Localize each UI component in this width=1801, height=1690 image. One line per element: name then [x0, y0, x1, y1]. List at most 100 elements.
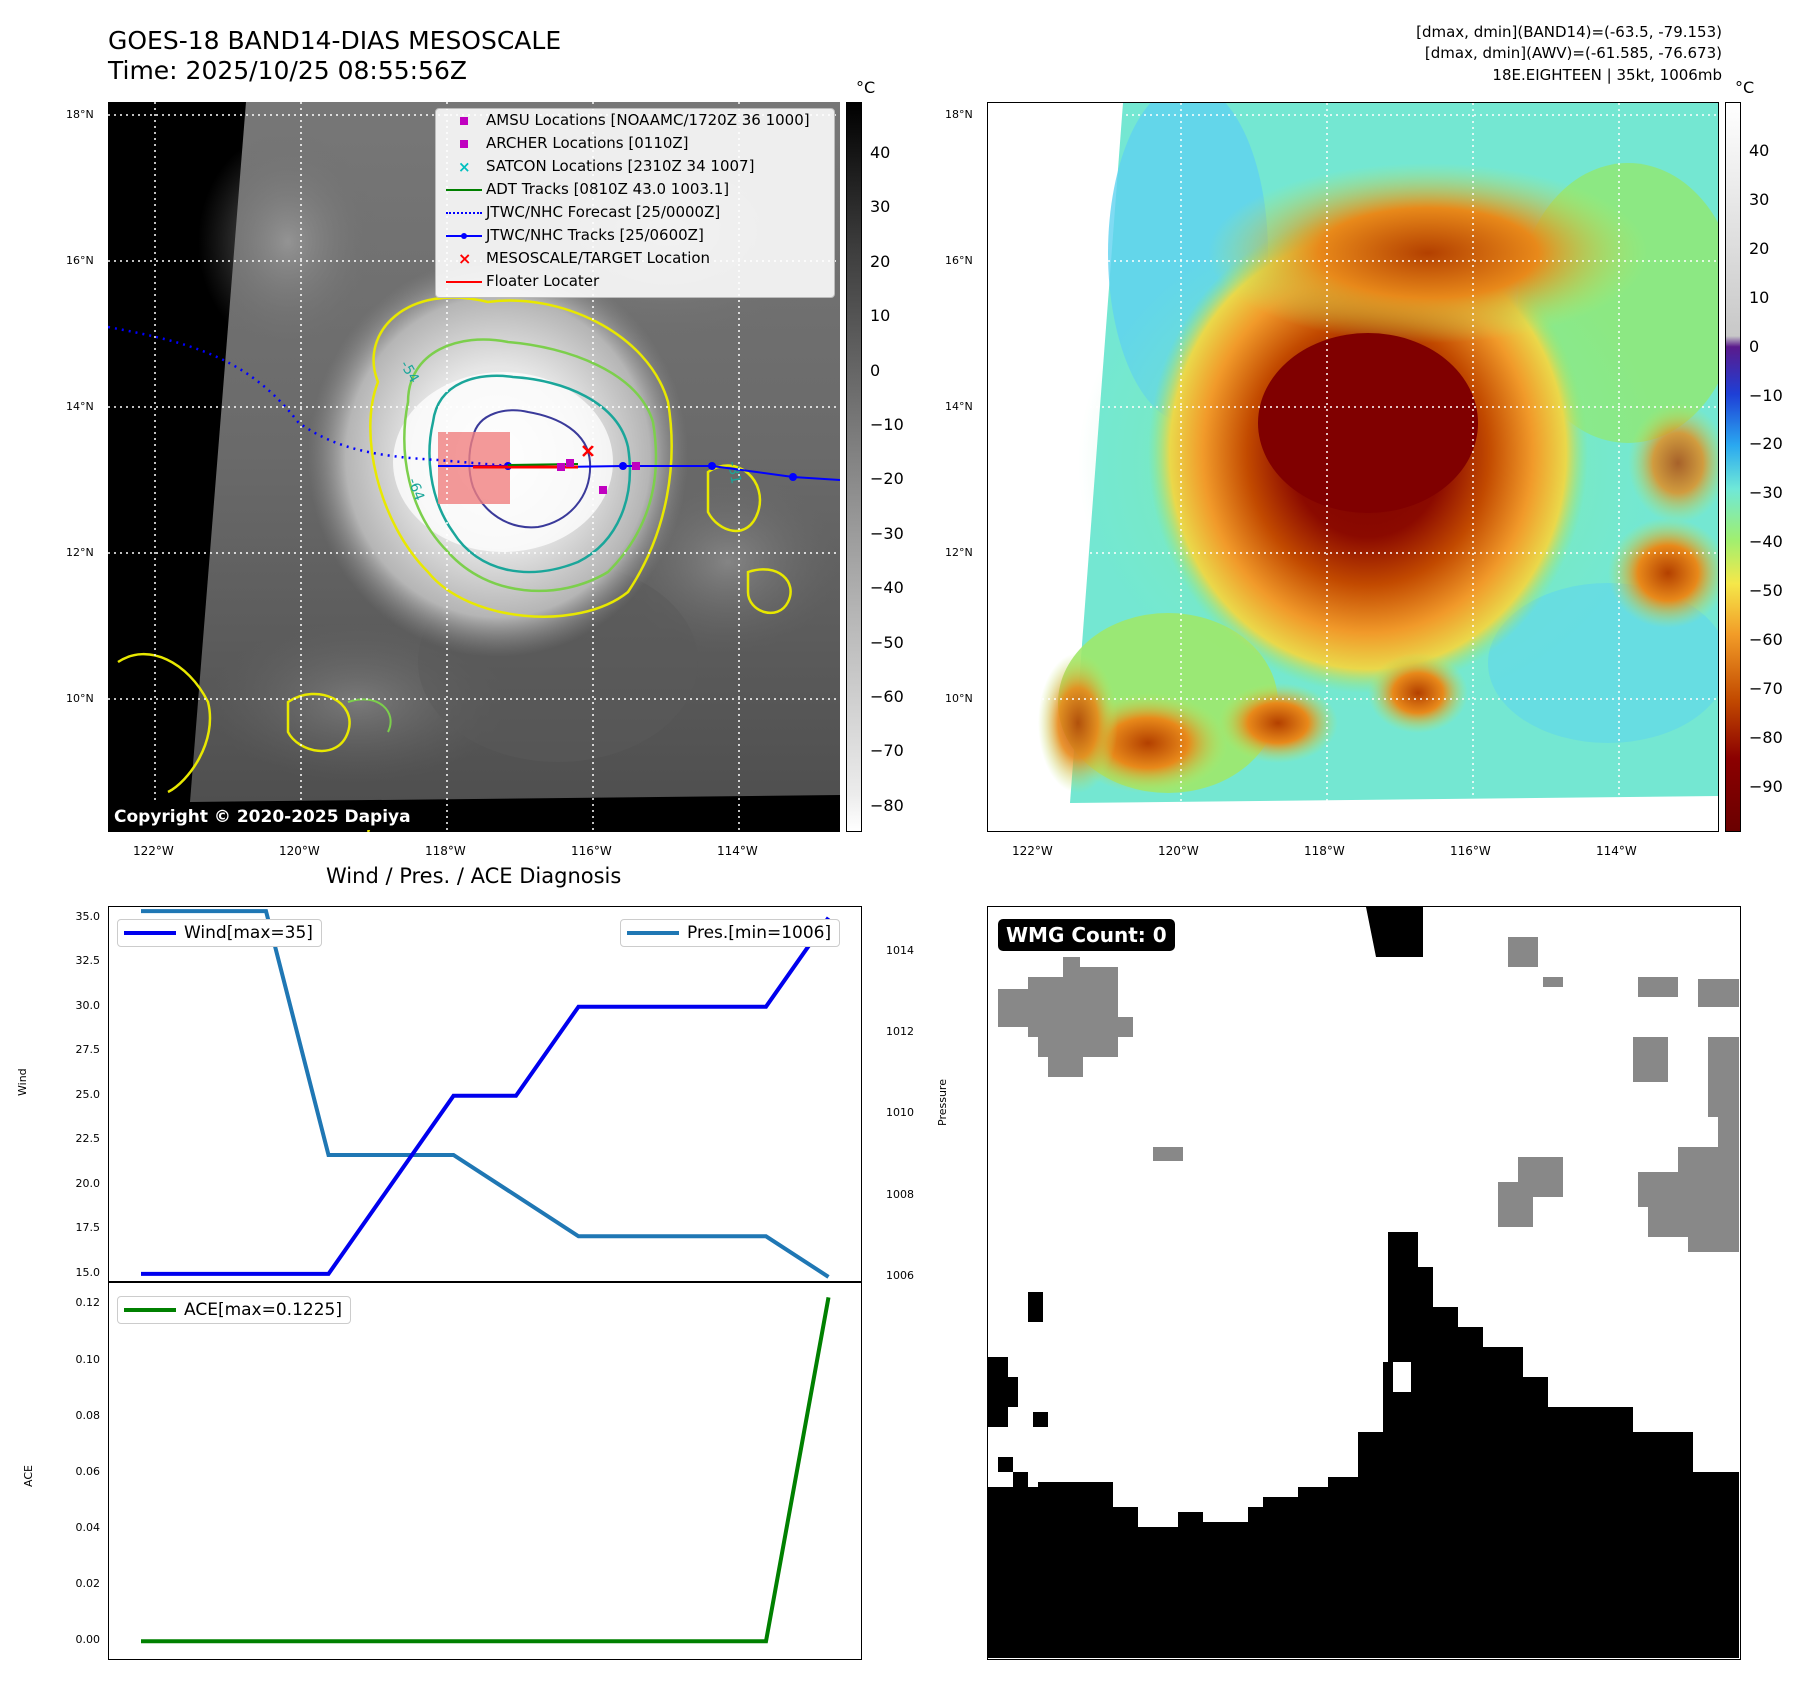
awv-colorbar-tick: −40	[1749, 532, 1783, 552]
awv-colorbar-unit: °C	[1735, 78, 1755, 97]
ir-colorbar-unit: °C	[856, 78, 876, 97]
legend-item-forecast: JTWC/NHC Forecast [25/0000Z]	[442, 201, 720, 223]
legend-item-adt: ADT Tracks [0810Z 43.0 1003.1]	[442, 178, 729, 200]
ace-axis-tick: 0.12	[75, 1296, 101, 1310]
awv-colorbar-tick: 10	[1749, 287, 1770, 307]
contour-label-64: -64	[404, 476, 427, 503]
awv-lon-tick-116: 116°W	[1450, 844, 1491, 858]
wind-pressure-plot	[108, 906, 862, 1283]
awv-colorbar	[1725, 102, 1741, 832]
wind-axis-tick: 32.5	[75, 954, 101, 968]
pressure-axis-tick: 1012	[886, 1025, 914, 1039]
legend-item-amsu: AMSU Locations [NOAAMC/1720Z 36 1000]	[442, 109, 810, 131]
ace-axis-tick: 0.00	[75, 1633, 101, 1647]
awv-colorbar-tick: −50	[1749, 581, 1783, 601]
wind-legend: Wind[max=35]	[117, 919, 322, 947]
ir-lon-tick-116: 116°W	[571, 844, 612, 858]
pressure-series-line	[141, 909, 830, 1279]
ace-svg	[141, 1297, 831, 1644]
ace-plot	[108, 1281, 862, 1660]
pressure-axis-tick: 1014	[886, 943, 914, 957]
awv-lon-tick-122: 122°W	[1012, 844, 1053, 858]
stats-line2: [dmax, dmin](AWV)=(-61.585, -76.673)	[1424, 44, 1722, 62]
wmg-panel: WMG Count: 0	[987, 906, 1741, 1660]
ir-colorbar-tick: −80	[870, 795, 904, 815]
pressure-axis-tick: 1010	[886, 1106, 914, 1120]
ir-legend: AMSU Locations [NOAAMC/1720Z 36 1000] AR…	[435, 108, 835, 298]
ir-colorbar-tick: −70	[870, 741, 904, 761]
ir-colorbar-tick: 40	[870, 143, 891, 162]
ir-colorbar-tick: −30	[870, 523, 904, 543]
awv-colorbar-tick: −80	[1749, 727, 1783, 747]
ir-colorbar-tick: −10	[870, 415, 904, 434]
wind-pressure-svg	[141, 909, 831, 1279]
ir-colorbar-tick: −20	[870, 469, 904, 489]
wind-axis-tick: 35.0	[75, 909, 101, 923]
awv-colorbar-tick: −70	[1749, 678, 1783, 698]
wind-axis-tick: 22.5	[75, 1132, 101, 1146]
ace-axis-tick: 0.02	[75, 1577, 101, 1591]
ace-axis-tick: 0.04	[75, 1520, 101, 1534]
awv-satellite-image	[988, 103, 1718, 831]
pressure-axis-tick: 1006	[886, 1268, 914, 1282]
ir-colorbar-tick: −50	[870, 632, 904, 652]
wind-axis-tick: 15.0	[75, 1265, 101, 1279]
ir-lat-tick-14: 14°N	[66, 400, 94, 413]
pressure-legend: Pres.[min=1006]	[620, 919, 841, 947]
wind-axis-tick: 30.0	[75, 998, 101, 1012]
awv-colorbar-tick: −20	[1749, 434, 1783, 454]
ir-lon-tick-122: 122°W	[133, 844, 174, 858]
ir-colorbar	[846, 102, 862, 832]
ir-lat-tick-10: 10°N	[66, 692, 94, 705]
ir-satellite-panel: -64 -54 -31 AMSU Locations [NOAAMC/1720Z…	[108, 102, 840, 832]
pressure-axis-tick: 1008	[886, 1187, 914, 1201]
wind-axis-tick: 25.0	[75, 1087, 101, 1101]
ace-axis-tick: 0.06	[75, 1464, 101, 1478]
awv-colorbar-tick: −30	[1749, 483, 1783, 503]
awv-colorbar-tick: −90	[1749, 776, 1783, 796]
wind-axis-tick: 17.5	[75, 1221, 101, 1235]
awv-colorbar-tick: −60	[1749, 630, 1783, 649]
ir-lon-tick-114: 114°W	[717, 844, 758, 858]
legend-item-satcon: × SATCON Locations [2310Z 34 1007]	[458, 157, 755, 176]
forecast-track	[108, 325, 511, 468]
legend-item-archer: ARCHER Locations [0110Z]	[442, 132, 689, 154]
ir-lat-tick-18: 18°N	[66, 108, 94, 121]
wmg-black-regions	[988, 907, 1739, 1658]
stats-line3: 18E.EIGHTEEN | 35kt, 1006mb	[1492, 66, 1722, 84]
ace-axis-label: ACE	[22, 1465, 35, 1487]
awv-lat-tick-18: 18°N	[945, 108, 973, 121]
ace-series-line	[141, 1297, 831, 1644]
awv-lon-tick-120: 120°W	[1158, 844, 1199, 858]
pressure-axis-label: Pressure	[936, 1079, 949, 1126]
awv-grid	[988, 103, 1718, 831]
awv-colorbar-tick: 30	[1749, 189, 1770, 209]
ir-lat-tick-12: 12°N	[66, 546, 94, 559]
awv-lat-tick-16: 16°N	[945, 254, 973, 267]
legend-item-floater: Floater Locater	[442, 270, 599, 292]
awv-lat-tick-10: 10°N	[945, 692, 973, 705]
wmg-count-label: WMG Count: 0	[998, 919, 1175, 951]
ir-colorbar-tick: 10	[870, 306, 891, 326]
amsu-archer-markers	[557, 459, 640, 494]
wind-axis-label: Wind	[16, 1068, 29, 1096]
ir-lat-tick-16: 16°N	[66, 254, 94, 267]
awv-colorbar-tick: −10	[1749, 385, 1783, 405]
awv-colorbar-tick: 40	[1749, 141, 1770, 160]
ace-axis-tick: 0.08	[75, 1408, 101, 1422]
ace-axis-tick: 0.10	[75, 1352, 101, 1366]
contour-label-31: -31	[724, 460, 744, 485]
awv-lat-tick-14: 14°N	[945, 400, 973, 413]
diagnosis-title: Wind / Pres. / ACE Diagnosis	[326, 864, 622, 888]
legend-item-jtwc-tracks: JTWC/NHC Tracks [25/0600Z]	[442, 224, 704, 246]
ir-colorbar-tick: 0	[870, 360, 881, 380]
ir-lon-tick-118: 118°W	[425, 844, 466, 858]
awv-lon-tick-118: 118°W	[1304, 844, 1345, 858]
wmg-mask-image	[988, 907, 1739, 1658]
ir-colorbar-tick: 30	[870, 197, 891, 217]
ir-lon-tick-120: 120°W	[279, 844, 320, 858]
legend-item-target: × MESOSCALE/TARGET Location	[458, 248, 711, 268]
awv-satellite-panel	[987, 102, 1719, 832]
awv-colorbar-tick: 20	[1749, 238, 1770, 258]
wind-axis-tick: 20.0	[75, 1176, 101, 1190]
